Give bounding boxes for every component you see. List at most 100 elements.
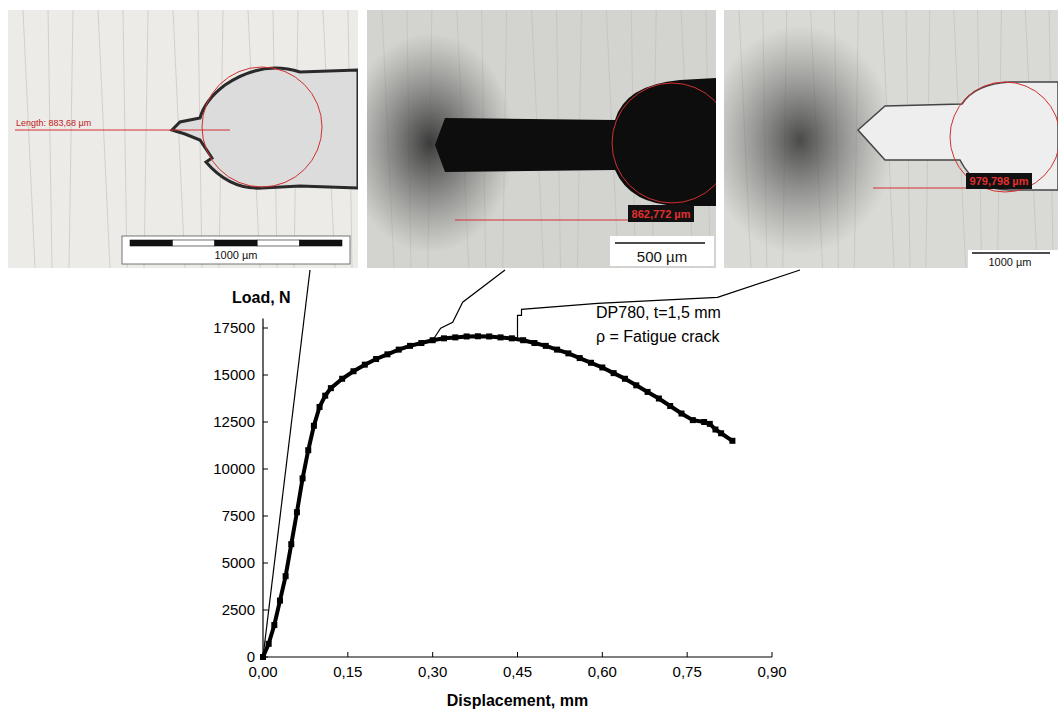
data-point [554,347,560,353]
data-point [645,389,651,395]
data-point [322,393,328,399]
data-point [396,347,402,353]
data-point [305,447,311,453]
plot-data [260,333,735,660]
fit-circle [202,67,322,187]
x-tick-label: 0,00 [248,663,277,680]
measure-line [15,130,230,131]
scale-bar [972,252,1050,254]
fit-circle [612,83,716,203]
scale-box [968,250,1058,268]
y-tick [263,328,268,329]
measurement-label: 979,798 µm [970,175,1029,187]
data-point [294,509,300,515]
data-point [475,333,481,339]
data-point [407,343,413,349]
x-tick [517,652,518,657]
scratch [48,10,52,268]
data-point [729,438,735,444]
y-tick-label: 2500 [222,601,255,618]
y-axis-title: Load, N [232,289,291,306]
data-point [277,598,283,604]
fit-circle [950,82,1058,192]
x-tick-label: 0,90 [757,663,786,680]
scratch [123,10,127,268]
scale-box [610,236,714,266]
y-tick [263,610,268,611]
data-point [260,654,266,660]
x-axis-title: Displacement, mm [447,692,588,709]
data-point [679,411,685,417]
y-tick-label: 5000 [222,554,255,571]
data-point [441,335,447,341]
scale-label: 1000 µm [214,249,257,261]
label-box [966,173,1032,189]
x-tick [687,652,688,657]
data-point [656,396,662,402]
micrograph: Length: 883,68 µm 1000 µm [8,10,358,268]
scratch [144,10,148,268]
label-box [628,205,694,222]
scale-bar [300,240,342,246]
data-point [464,333,470,339]
scale-label: 1000 µm [988,256,1031,268]
x-tick-label: 0,60 [588,663,617,680]
data-point [339,376,345,382]
data-point [599,364,605,370]
measurement-label: 862,772 µm [632,208,691,220]
data-point [430,337,436,343]
x-tick-label: 0,45 [503,663,532,680]
data-point [707,421,713,427]
data-point [712,427,718,433]
y-tick [263,469,268,470]
data-point [283,573,289,579]
leader-line [433,270,505,340]
x-tick [347,652,348,657]
micrograph: 862,772 µm 500 µm [367,10,716,268]
data-point [520,337,526,343]
x-tick-label: 0,30 [418,663,447,680]
scratch [98,10,110,268]
y-tick-label: 10000 [213,460,255,477]
data-point [266,641,272,647]
x-tick [602,652,603,657]
load-curve [263,336,732,657]
micrograph: 979,798 µm 1000 µm [724,10,1058,268]
leader-line [263,270,310,657]
notch [172,68,358,188]
y-tick-label: 15000 [213,366,255,383]
axes: 0250050007500100001250015000175000,000,1… [213,289,786,709]
data-point [622,376,628,382]
data-point [565,350,571,356]
y-axis [262,319,263,657]
y-tick [263,563,268,564]
scratch [173,10,185,268]
data-point [317,404,323,410]
data-point [362,362,368,368]
x-tick-label: 0,15 [333,663,362,680]
scale-bar [130,240,172,246]
annotation: ρ = Fatigue crack [596,328,720,345]
data-point [531,340,537,346]
y-tick [263,516,268,517]
scale-box [122,236,350,264]
data-point [452,334,458,340]
scratch [23,10,35,268]
data-point [509,335,515,341]
measurement-label: Length: 883,68 µm [16,118,91,128]
data-point [633,382,639,388]
annotation: DP780, t=1,5 mm [596,304,721,321]
data-point [271,622,277,628]
data-point [701,419,707,425]
data-point [384,351,390,357]
figure: Length: 883,68 µm 1000 µm 862,772 µm 500 µm… [0,0,1058,715]
data-point [588,360,594,366]
notch [435,78,716,206]
scale-label: 500 µm [637,248,687,265]
data-point [418,340,424,346]
scale-bar [257,240,299,246]
data-point [543,343,549,349]
data-point [350,368,356,374]
x-tick [772,652,773,657]
data-point [498,334,504,340]
